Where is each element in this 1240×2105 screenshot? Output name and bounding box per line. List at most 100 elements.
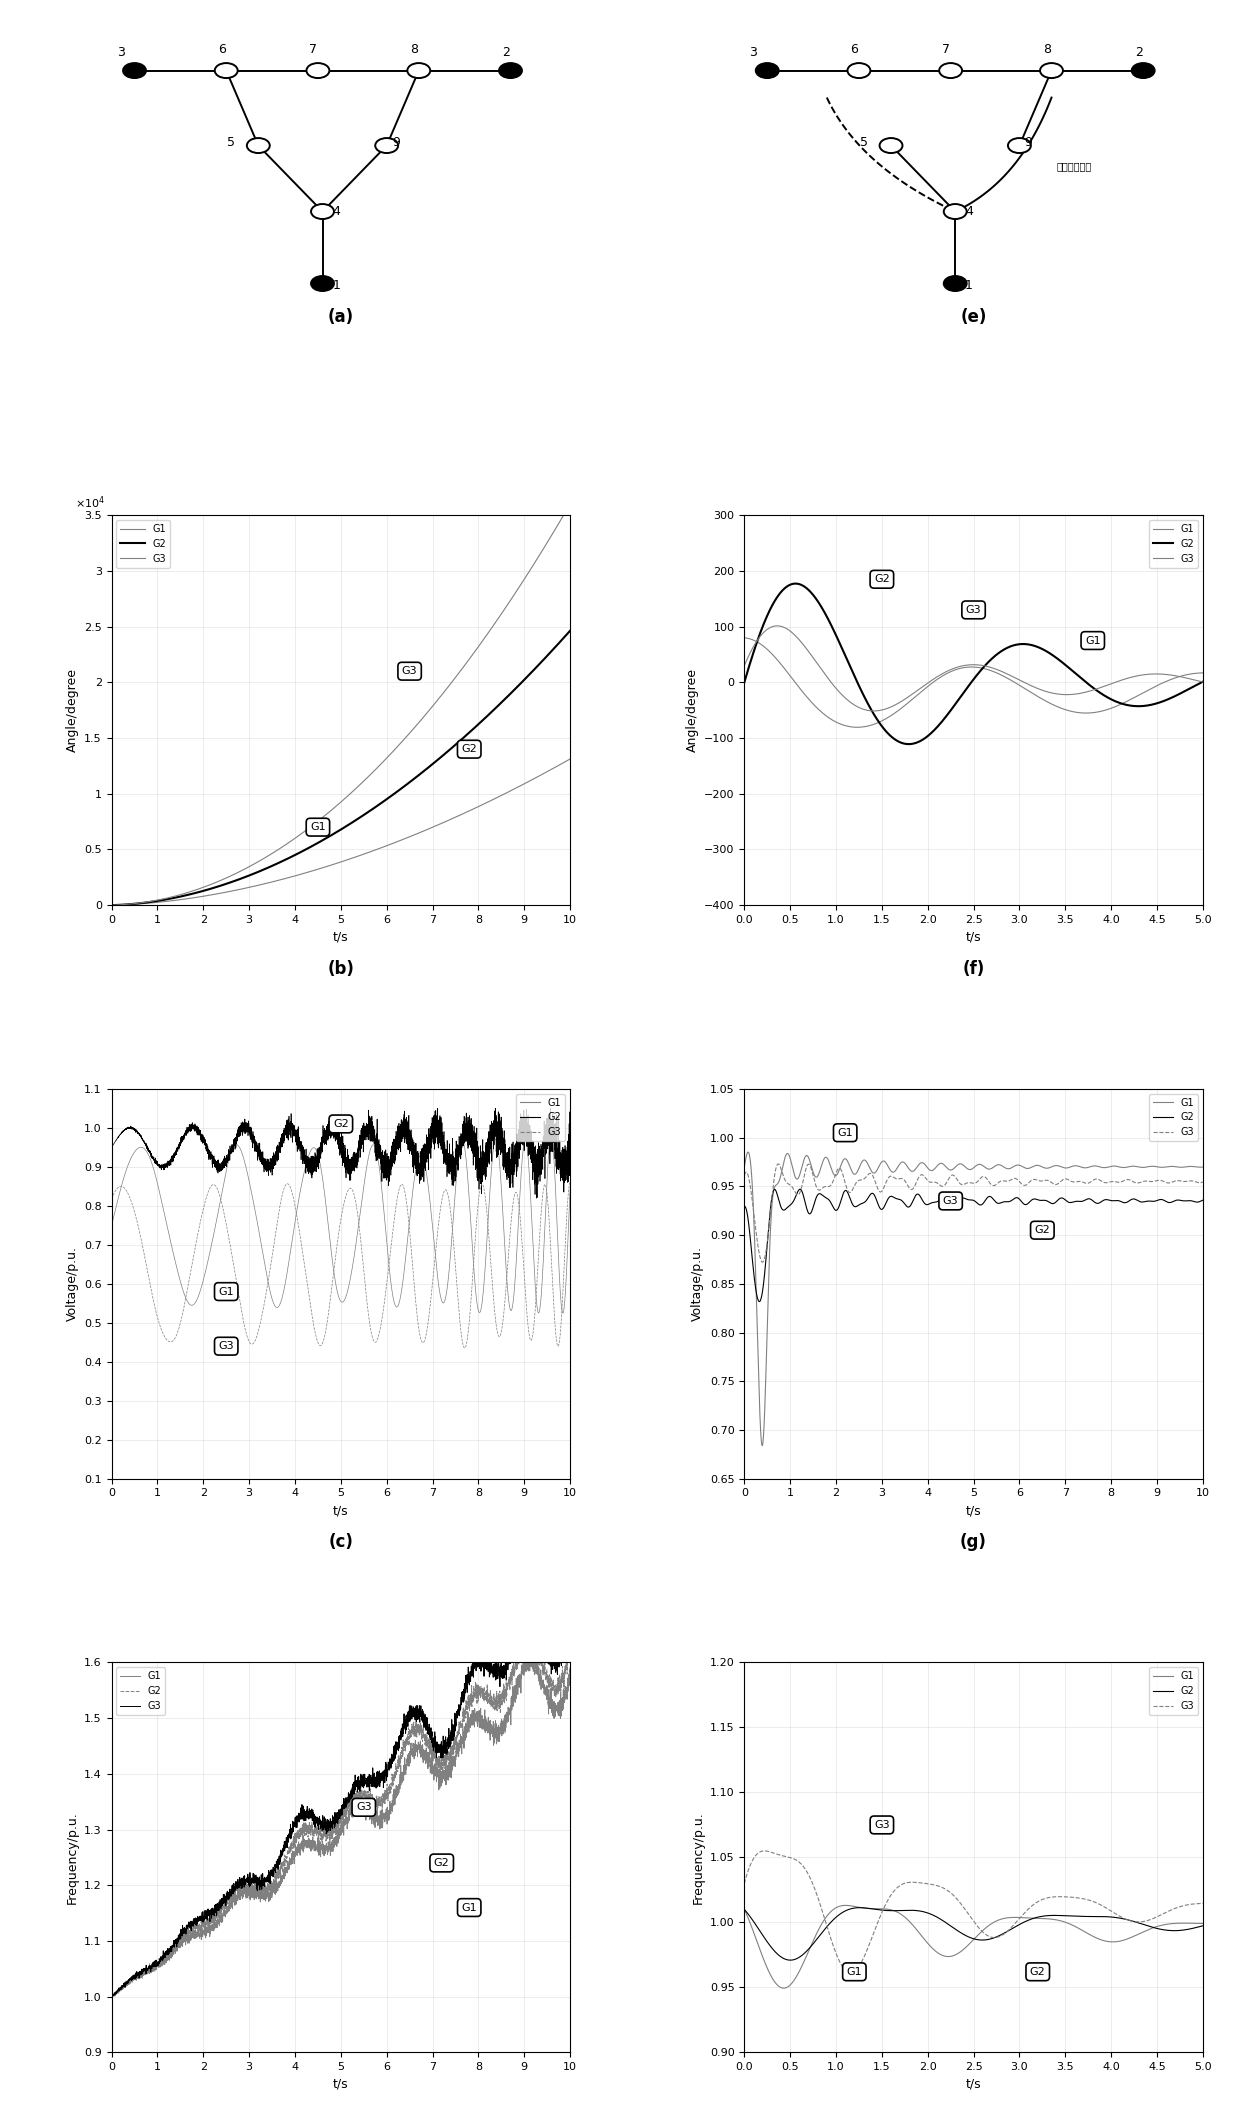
G1: [543, 1124, 558, 1149]
G1: [849, 714, 864, 739]
G1: [279, 1263, 294, 1288]
G3: [1183, 1892, 1198, 1918]
G3: [771, 1151, 786, 1177]
Text: (a): (a): [327, 307, 353, 326]
Text: G3: G3: [218, 1341, 234, 1351]
Text: G2: G2: [1030, 1966, 1045, 1977]
Line: G2: G2: [112, 1633, 570, 1998]
Line: G2: G2: [744, 583, 1203, 743]
Line: G3: G3: [112, 1612, 570, 1998]
Legend: G1, G2, G3: G1, G2, G3: [1149, 1667, 1198, 1716]
G2: [1183, 1916, 1198, 1941]
Text: 8: 8: [1043, 42, 1052, 57]
G1: [776, 1974, 791, 2000]
G3: [156, 1945, 171, 1970]
G3: [960, 653, 975, 678]
G1: [755, 1434, 770, 1459]
Y-axis label: Frequency/p.u.: Frequency/p.u.: [66, 1810, 78, 1903]
Circle shape: [944, 276, 967, 290]
G3: [280, 1836, 295, 1861]
G3: [327, 796, 342, 821]
G2: [932, 1187, 947, 1212]
Circle shape: [376, 139, 398, 154]
Legend: G1, G2, G3: G1, G2, G3: [117, 1667, 165, 1716]
G3: [553, 1636, 568, 1661]
G2: [554, 1665, 569, 1690]
G2: [737, 1897, 751, 1922]
Circle shape: [879, 139, 903, 154]
Y-axis label: Angle/degree: Angle/degree: [66, 667, 78, 751]
G2: [901, 730, 916, 756]
G2: [481, 1143, 496, 1168]
X-axis label: t/s: t/s: [334, 2078, 348, 2090]
Text: 8: 8: [410, 42, 418, 57]
G2: [782, 1947, 797, 1972]
Line: G2: G2: [744, 1189, 1203, 1301]
Text: G1: G1: [1085, 636, 1101, 646]
G1: [790, 1166, 805, 1191]
G2: [430, 1097, 445, 1122]
G1: [465, 796, 480, 821]
Line: G1: G1: [744, 1905, 1203, 1987]
G1: [300, 1831, 315, 1857]
G3: [1183, 665, 1198, 690]
X-axis label: t/s: t/s: [334, 1505, 348, 1518]
G2: [1182, 676, 1197, 701]
Text: 9: 9: [1024, 137, 1033, 149]
Line: G2: G2: [112, 632, 570, 905]
G3: [128, 890, 143, 916]
G1: [556, 1301, 570, 1326]
G3: [949, 655, 963, 680]
G2: [184, 1918, 198, 1943]
Line: G3: G3: [744, 625, 1203, 711]
G3: [1195, 669, 1210, 695]
G1: [960, 1932, 975, 1958]
Legend: G1, G2, G3: G1, G2, G3: [1149, 1095, 1198, 1141]
G2: [446, 1160, 461, 1185]
G1: [817, 1145, 832, 1170]
Line: G1: G1: [112, 1137, 570, 1314]
G1: [1099, 697, 1114, 722]
Text: (g): (g): [960, 1532, 987, 1551]
Text: (c): (c): [329, 1532, 353, 1551]
G1: [315, 855, 330, 880]
Text: G2: G2: [334, 1120, 348, 1128]
G2: [518, 1621, 533, 1646]
G2: [563, 1145, 578, 1170]
G3: [563, 490, 578, 516]
Text: (b): (b): [327, 960, 355, 977]
G3: [563, 1168, 578, 1194]
G1: [1182, 661, 1197, 686]
Circle shape: [407, 63, 430, 78]
G3: [737, 1871, 751, 1897]
G2: [1099, 1905, 1114, 1930]
G2: [960, 1924, 975, 1949]
Circle shape: [1040, 63, 1063, 78]
G2: [104, 1985, 119, 2010]
Line: G3: G3: [112, 503, 570, 905]
G2: [852, 1894, 867, 1920]
G3: [379, 1274, 394, 1299]
G1: [563, 747, 578, 773]
G1: [1099, 1928, 1114, 1953]
Text: G3: G3: [942, 1196, 959, 1206]
Legend: G1, G2, G3: G1, G2, G3: [517, 1095, 565, 1141]
Circle shape: [306, 63, 330, 78]
G2: [128, 890, 143, 916]
Circle shape: [123, 63, 146, 78]
Line: G1: G1: [744, 1151, 1203, 1446]
Text: 4: 4: [332, 204, 340, 219]
Text: 3: 3: [117, 46, 125, 59]
G3: [867, 699, 882, 724]
G1: [104, 1985, 119, 2010]
Circle shape: [498, 63, 522, 78]
G3: [104, 893, 119, 918]
Text: (f): (f): [962, 960, 985, 977]
G2: [379, 1151, 394, 1177]
Text: G2: G2: [434, 1859, 450, 1867]
G1: [1187, 1154, 1202, 1179]
G2: [760, 1930, 775, 1956]
G1: [1195, 1911, 1210, 1937]
G1: [740, 1139, 755, 1164]
Y-axis label: Angle/degree: Angle/degree: [686, 667, 698, 751]
